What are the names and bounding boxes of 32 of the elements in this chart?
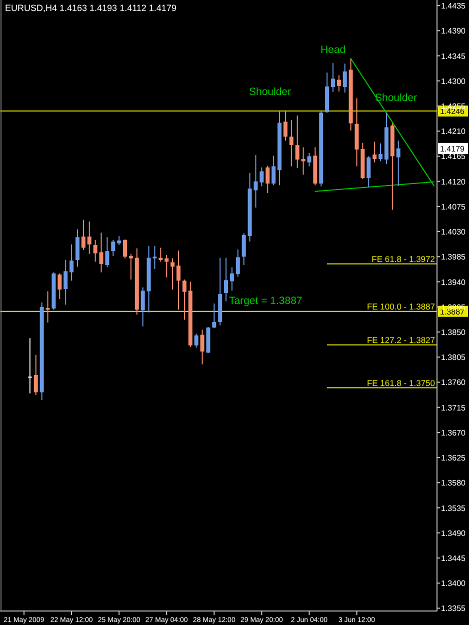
y-tick-label: 1.4030 — [441, 228, 466, 237]
annotation: Head — [320, 44, 346, 56]
annotation: FE 100.0 - 1.3887 — [366, 301, 436, 312]
annotation: Shoulder — [248, 86, 292, 98]
ref-line-label: FE 161.8 - 1.3750 — [366, 378, 436, 388]
annotation: 1.4179 — [440, 144, 466, 154]
y-tick-label: 1.3490 — [441, 528, 466, 538]
y-tick-label: 1.4390 — [441, 26, 466, 36]
y-tick-label: 1.3355 — [441, 604, 466, 614]
y-tick-label: 1.3670 — [441, 428, 466, 438]
y-tick-label: 1.4435 — [441, 2, 466, 11]
y-tick-label: 1.3580 — [441, 478, 466, 488]
y-tick-label: 1.4120 — [441, 177, 466, 186]
y-tick-label: 1.3715 — [441, 403, 466, 412]
y-tick-label: 1.4300 — [441, 76, 466, 86]
y-tick-label: 1.4345 — [441, 52, 466, 61]
y-tick-label: 1.3760 — [441, 378, 466, 388]
y-tick-label: 1.3625 — [441, 454, 466, 463]
y-tick-label: 1.4075 — [441, 202, 466, 212]
chart-title: EURUSD,H4 1.4163 1.4193 1.4112 1.4179 — [5, 3, 176, 13]
y-tick-label: 1.3535 — [441, 504, 466, 513]
y-tick-label: 1.3445 — [441, 554, 466, 563]
y-tick-label: 1.3940 — [441, 278, 466, 287]
ref-line-label: FE 61.8 - 1.3972 — [372, 254, 436, 264]
y-tick-label: 1.3805 — [441, 353, 466, 362]
y-tick-label: 1.4165 — [441, 152, 466, 162]
y-tick-label: 1.3400 — [441, 579, 466, 588]
y-tick-label: 1.4210 — [441, 127, 466, 136]
y-tick-label: 1.3985 — [441, 252, 466, 262]
annotation: Target = 1.3887 — [229, 295, 302, 307]
y-tick-label: 1.3850 — [441, 328, 466, 338]
ref-line-label: FE 127.2 - 1.3827 — [366, 334, 436, 345]
